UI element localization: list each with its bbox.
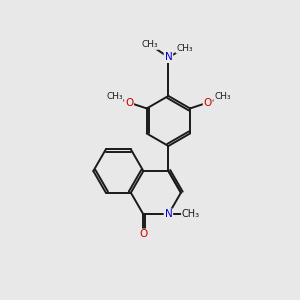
- Text: CH₃: CH₃: [182, 209, 200, 219]
- Text: O: O: [139, 230, 148, 239]
- Text: CH₃: CH₃: [176, 44, 193, 53]
- Text: N: N: [164, 209, 172, 219]
- Text: CH₃: CH₃: [106, 92, 123, 101]
- Text: O: O: [125, 98, 133, 108]
- Text: CH₃: CH₃: [214, 92, 231, 101]
- Text: N: N: [164, 52, 172, 62]
- Text: CH₃: CH₃: [141, 40, 158, 49]
- Text: O: O: [204, 98, 212, 108]
